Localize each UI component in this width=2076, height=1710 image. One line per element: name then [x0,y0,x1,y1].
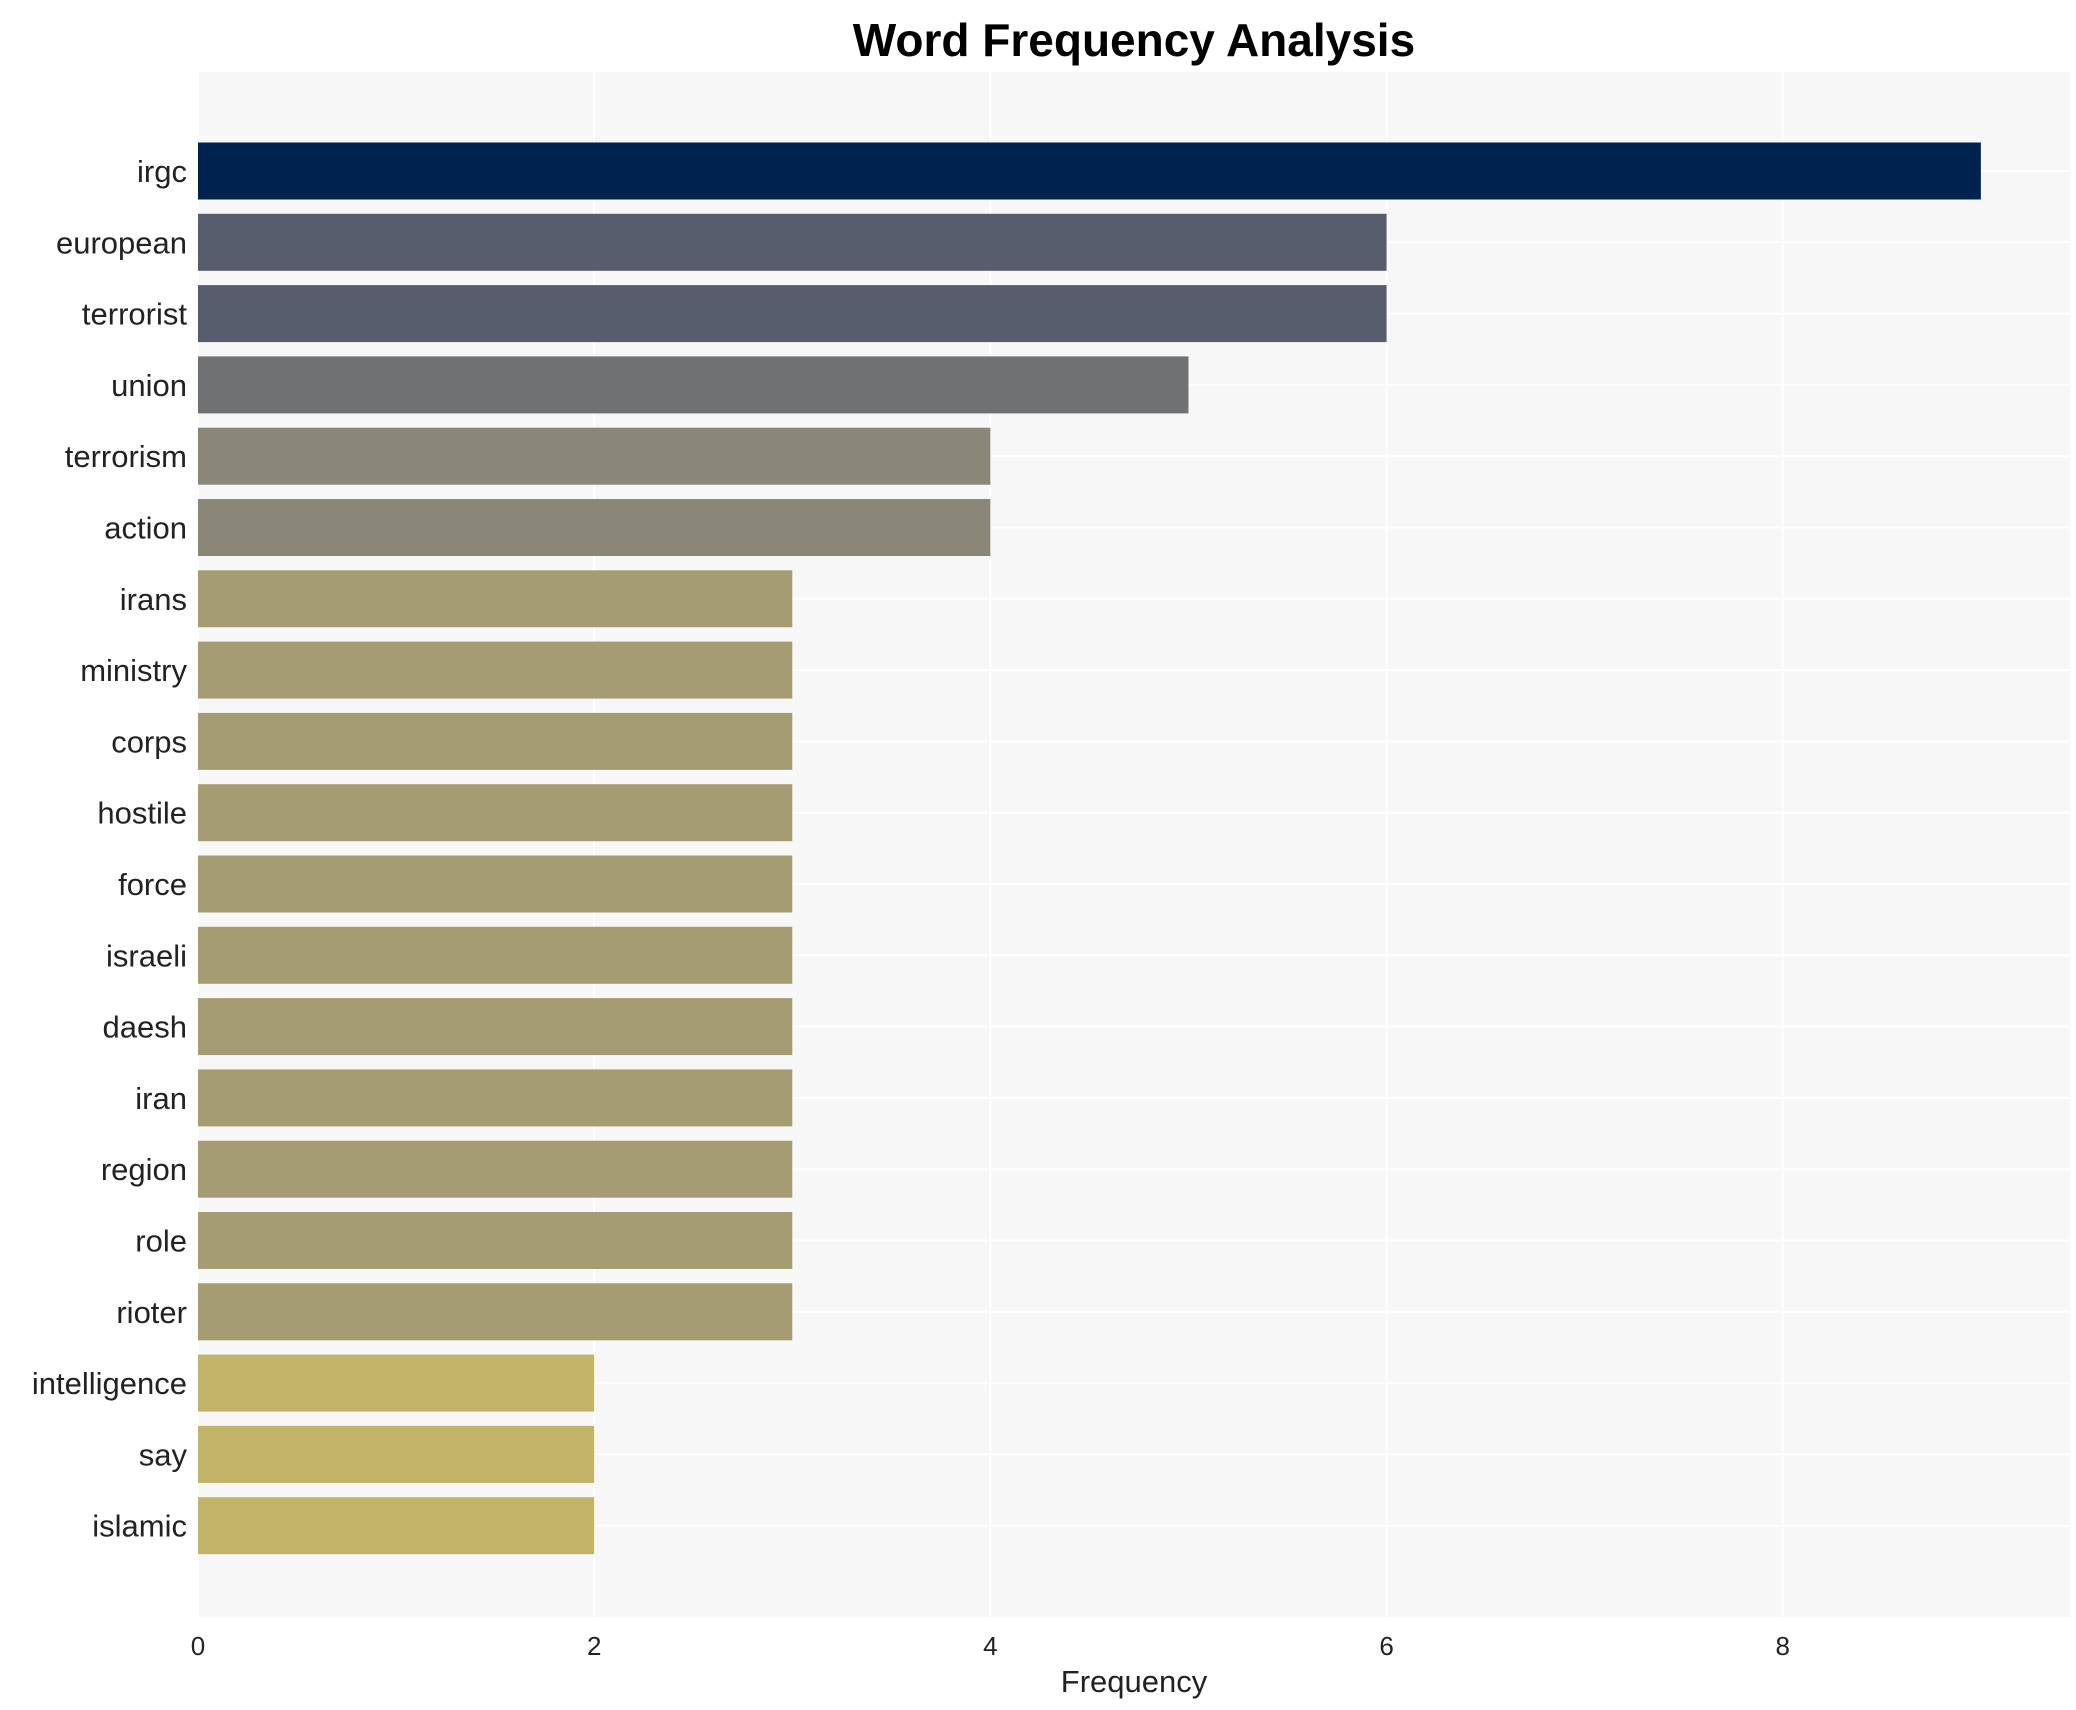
category-label-israeli: israeli [106,938,187,973]
category-label-iran: iran [135,1081,187,1116]
bar-say [198,1425,595,1483]
category-label-irgc: irgc [137,154,187,189]
x-tick-labels: 0 2 4 6 8 [191,1631,1790,1661]
category-label-daesh: daesh [103,1010,187,1045]
category-label-irans: irans [120,582,187,617]
bar-corps [198,712,793,770]
category-labels: irgc european terrorist union terrorism actio… [32,154,188,1544]
bar-islamic [198,1497,595,1555]
category-label-hostile: hostile [97,796,187,831]
bar-force [198,855,793,913]
bar-daesh [198,998,793,1056]
x-axis-label: Frequency [1061,1664,1208,1699]
bar-irans [198,570,793,628]
category-label-force: force [118,867,187,902]
bar-irgc [198,142,1981,200]
bar-intelligence [198,1354,595,1412]
category-label-rioter: rioter [116,1295,187,1330]
category-label-region: region [101,1152,187,1187]
bar-rioter [198,1283,793,1341]
bar-role [198,1212,793,1269]
category-label-action: action [104,511,187,546]
category-label-islamic: islamic [92,1509,187,1544]
bar-union [198,356,1189,414]
bar-region [198,1140,793,1198]
x-tick-label: 4 [983,1631,997,1661]
x-tick-label: 8 [1776,1631,1790,1661]
x-tick-label: 0 [191,1631,205,1661]
chart-title: Word Frequency Analysis [853,14,1415,66]
bar-ministry [198,641,793,699]
category-label-corps: corps [111,724,187,759]
bar-terrorism [198,427,991,485]
category-label-union: union [111,368,187,403]
x-tick-label: 6 [1379,1631,1393,1661]
category-label-say: say [139,1437,188,1472]
bar-action [198,499,991,556]
bars [198,142,1981,1555]
bar-israeli [198,926,793,984]
x-tick-label: 2 [587,1631,601,1661]
category-label-terrorist: terrorist [82,297,187,332]
bar-terrorist [198,285,1387,343]
bar-hostile [198,784,793,842]
category-label-intelligence: intelligence [32,1366,187,1401]
category-label-role: role [135,1224,187,1259]
category-label-european: european [56,225,187,260]
bar-iran [198,1069,793,1127]
category-label-terrorism: terrorism [65,439,187,474]
bar-european [198,213,1387,271]
category-label-ministry: ministry [80,653,187,688]
